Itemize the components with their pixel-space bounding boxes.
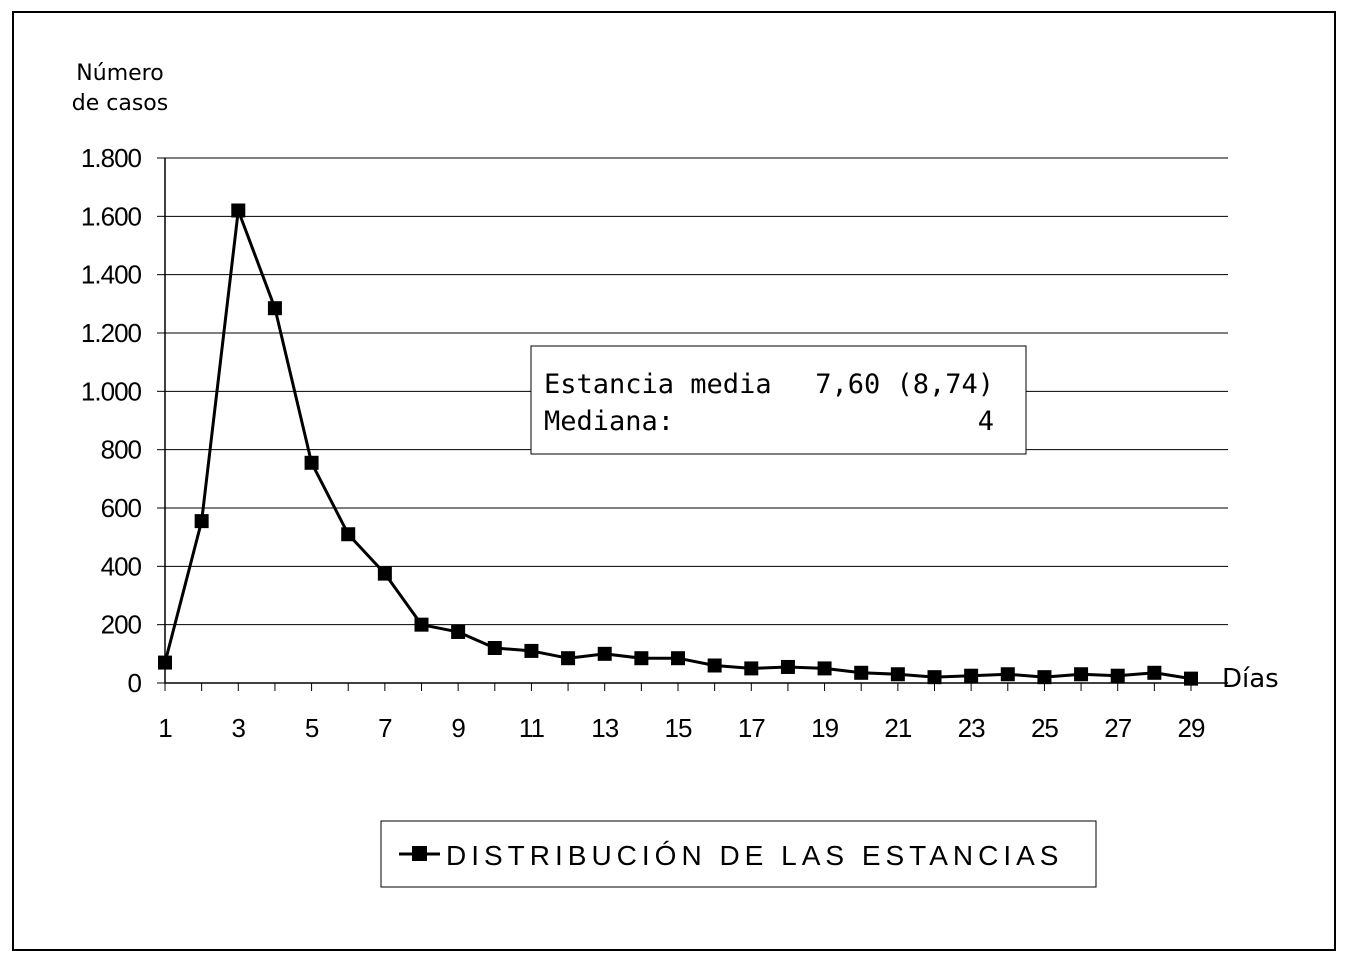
data-point-marker xyxy=(1147,665,1162,680)
data-point-marker xyxy=(231,203,246,218)
x-axis-ticks: 1 3 5 7 9 11 13 15 17 19 21 23 25 27 29 xyxy=(158,683,1206,743)
y-tick-label: 0 xyxy=(128,668,142,698)
stat-mean-label: Estancia media xyxy=(544,369,772,400)
chart-frame xyxy=(12,11,1336,951)
stat-mean-value: 7,60 (8,74) xyxy=(815,369,994,400)
data-series xyxy=(158,203,1198,686)
x-tick-label: 29 xyxy=(1178,713,1205,743)
gridlines xyxy=(165,157,1228,626)
y-tick-label: 1.600 xyxy=(81,201,142,231)
legend-series-label: DISTRIBUCIÓN DE LAS ESTANCIAS xyxy=(446,840,1063,871)
x-tick-label: 15 xyxy=(665,713,692,743)
x-tick-label: 17 xyxy=(738,713,765,743)
y-tick-label: 1.200 xyxy=(81,318,142,348)
x-tick-label: 1 xyxy=(158,713,172,743)
data-point-marker xyxy=(1037,670,1052,685)
x-tick-label: 25 xyxy=(1031,713,1058,743)
data-point-marker xyxy=(671,651,685,666)
y-tick-label: 1.000 xyxy=(81,376,142,406)
data-point-marker xyxy=(744,661,759,676)
data-point-marker xyxy=(890,667,905,682)
data-point-marker xyxy=(817,661,832,676)
data-point-marker xyxy=(487,641,502,655)
data-point-marker xyxy=(451,624,466,639)
y-tick-label: 400 xyxy=(101,551,142,581)
data-point-marker xyxy=(414,617,429,632)
x-tick-label: 19 xyxy=(811,713,838,743)
y-tick-label: 200 xyxy=(101,610,142,640)
y-axis-ticks: 0 200 400 600 800 1.000 1.200 1.400 1.600 1.800 xyxy=(81,143,165,698)
data-point-marker xyxy=(1184,671,1198,686)
data-point-marker xyxy=(707,658,722,673)
data-point-marker xyxy=(634,651,649,666)
stat-median-label: Mediana: xyxy=(544,406,674,437)
statistics-box: Estancia media 7,60 (8,74) Mediana: 4 xyxy=(530,345,1027,455)
y-tick-label: 1.400 xyxy=(81,260,142,290)
x-tick-label: 21 xyxy=(884,713,911,743)
data-point-marker xyxy=(964,668,979,683)
data-point-marker xyxy=(1110,668,1125,683)
y-axis-label: Número de casos xyxy=(72,61,168,116)
data-point-marker xyxy=(780,659,795,674)
x-tick-label: 7 xyxy=(378,713,392,743)
data-point-marker xyxy=(561,651,576,666)
data-point-marker xyxy=(158,655,172,670)
legend-border xyxy=(380,820,1097,888)
x-tick-label: 5 xyxy=(305,713,319,743)
data-point-marker xyxy=(1000,667,1015,682)
data-point-marker xyxy=(854,665,869,680)
legend: DISTRIBUCIÓN DE LAS ESTANCIAS xyxy=(380,820,1097,888)
y-tick-label: 800 xyxy=(101,435,142,465)
data-point-marker xyxy=(1074,667,1089,682)
x-tick-label: 3 xyxy=(232,713,246,743)
y-axis-label-line-2: de casos xyxy=(72,91,168,116)
data-point-marker xyxy=(597,646,612,661)
x-tick-label: 27 xyxy=(1104,713,1131,743)
y-tick-label: 600 xyxy=(101,493,142,523)
data-point-marker xyxy=(927,670,942,685)
data-point-marker xyxy=(304,455,319,470)
data-point-marker xyxy=(267,301,282,316)
x-tick-label: 13 xyxy=(591,713,618,743)
data-point-marker xyxy=(194,514,209,529)
x-tick-label: 9 xyxy=(451,713,465,743)
data-point-marker xyxy=(341,527,356,542)
statistics-box-border xyxy=(530,345,1027,455)
x-axis-label: Días xyxy=(1222,664,1279,694)
y-axis-label-line-1: Número xyxy=(76,61,163,86)
y-tick-label: 1.800 xyxy=(81,143,142,173)
data-point-marker xyxy=(524,643,539,658)
data-point-marker xyxy=(377,566,392,581)
x-tick-label: 11 xyxy=(519,713,545,743)
stat-median-value: 4 xyxy=(978,406,994,437)
x-tick-label: 23 xyxy=(958,713,985,743)
legend-marker-icon xyxy=(412,846,427,861)
